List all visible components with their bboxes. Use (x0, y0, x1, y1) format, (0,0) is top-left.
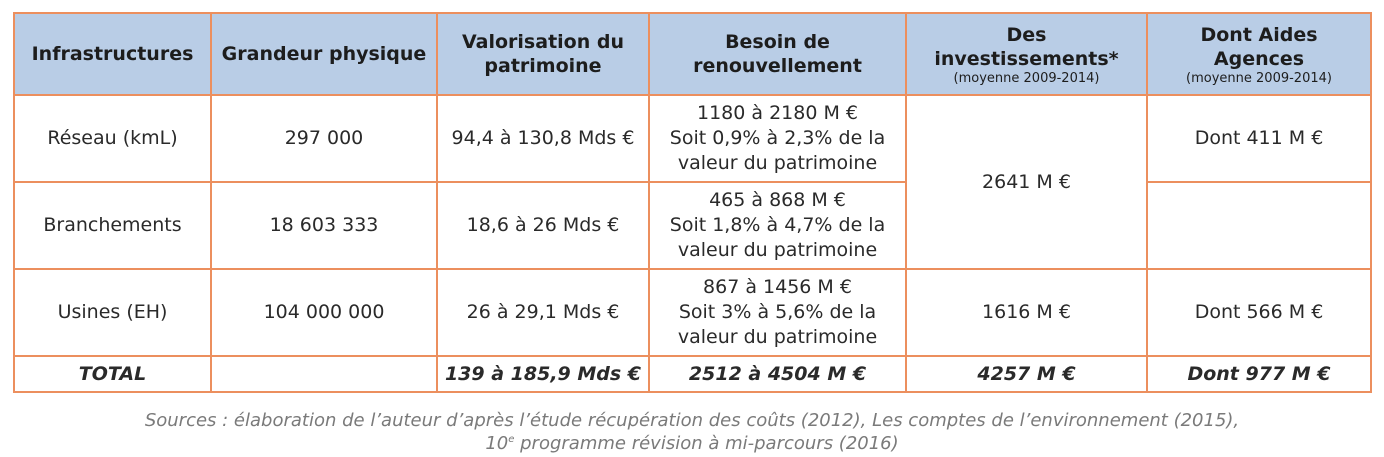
header-aides-sub: (moyenne 2009-2014) (1186, 70, 1332, 86)
total-aides: Dont 977 M € (1146, 355, 1372, 393)
cell-besoin: 1180 à 2180 M € Soit 0,9% à 2,3% de la v… (648, 94, 907, 183)
cell-valorisation: 94,4 à 130,8 Mds € (436, 94, 650, 183)
source-line-2-text: programme révision à mi-parcours (2016) (514, 433, 899, 454)
infrastructure-table-container: Infrastructures Grandeur physique Valori… (13, 12, 1372, 393)
cell-grandeur: 18 603 333 (210, 181, 438, 270)
source-ordinal-number: 10 (485, 433, 509, 454)
besoin-line: Soit 3% à 5,6% de la (678, 301, 877, 323)
total-grandeur (210, 355, 438, 393)
header-aides-label: Dont Aides Agences (1200, 23, 1318, 70)
besoin-line: 1180 à 2180 M € (697, 102, 858, 124)
source-line-2: 10e programme révision à mi-parcours (20… (0, 432, 1384, 455)
besoin-line: valeur du patrimoine (677, 239, 878, 261)
besoin-line: Soit 0,9% à 2,3% de la (669, 127, 886, 149)
header-investissements-label: Des investissements* (934, 23, 1119, 70)
header-valorisation: Valorisation du patrimoine (436, 12, 650, 96)
header-aides-agences: Dont Aides Agences (moyenne 2009-2014) (1146, 12, 1372, 96)
total-besoin: 2512 à 4504 M € (648, 355, 907, 393)
table-row: Réseau (kmL) 297 000 94,4 à 130,8 Mds € … (13, 94, 1372, 270)
total-valorisation: 139 à 185,9 Mds € (436, 355, 650, 393)
table-row: Usines (EH) 104 000 000 26 à 29,1 Mds € … (13, 268, 1372, 357)
cell-aides: Dont 566 M € (1146, 268, 1372, 357)
total-investissements: 4257 M € (905, 355, 1148, 393)
header-row: Infrastructures Grandeur physique Valori… (13, 12, 1372, 96)
header-investissements-sub: (moyenne 2009-2014) (953, 70, 1100, 86)
cell-infra: Réseau (kmL) (13, 94, 212, 183)
besoin-line: 867 à 1456 M € (703, 276, 852, 298)
cell-investissements-merged: 2641 M € (905, 94, 1148, 270)
besoin-line: valeur du patrimoine (677, 152, 878, 174)
source-ordinal-suffix: e (508, 434, 515, 445)
besoin-line: valeur du patrimoine (677, 326, 878, 348)
cell-besoin: 465 à 868 M € Soit 1,8% à 4,7% de la val… (648, 181, 907, 270)
cell-grandeur: 104 000 000 (210, 268, 438, 357)
besoin-line: 465 à 868 M € (709, 189, 846, 211)
cell-infra: Usines (EH) (13, 268, 212, 357)
cell-grandeur: 297 000 (210, 94, 438, 183)
header-besoin-renouvellement: Besoin de renouvellement (648, 12, 907, 96)
cell-aides: Dont 411 M € (1146, 94, 1372, 183)
cell-aides (1146, 181, 1372, 270)
infrastructure-table: Infrastructures Grandeur physique Valori… (13, 12, 1372, 393)
cell-valorisation: 18,6 à 26 Mds € (436, 181, 650, 270)
total-row: TOTAL 139 à 185,9 Mds € 2512 à 4504 M € … (13, 355, 1372, 393)
cell-investissements: 1616 M € (905, 268, 1148, 357)
header-investissements: Des investissements* (moyenne 2009-2014) (905, 12, 1148, 96)
total-label: TOTAL (13, 355, 212, 393)
table-row: Branchements 18 603 333 18,6 à 26 Mds € … (13, 181, 1372, 270)
header-infrastructures: Infrastructures (13, 12, 212, 96)
source-note: Sources : élaboration de l’auteur d’aprè… (0, 409, 1384, 455)
cell-besoin: 867 à 1456 M € Soit 3% à 5,6% de la vale… (648, 268, 907, 357)
header-grandeur-physique: Grandeur physique (210, 12, 438, 96)
cell-valorisation: 26 à 29,1 Mds € (436, 268, 650, 357)
besoin-line: Soit 1,8% à 4,7% de la (669, 214, 886, 236)
cell-infra: Branchements (13, 181, 212, 270)
source-line-1: Sources : élaboration de l’auteur d’aprè… (144, 410, 1240, 431)
